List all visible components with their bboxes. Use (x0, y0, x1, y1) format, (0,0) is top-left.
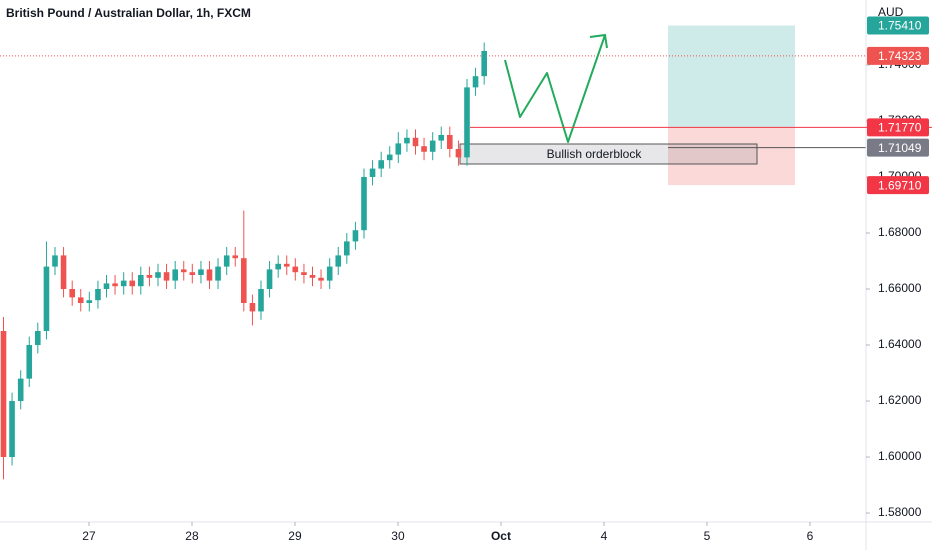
x-tick-label: Oct (491, 529, 511, 543)
candle-body (172, 269, 178, 281)
price-badge-label: 1.75410 (878, 19, 922, 33)
candle-body (481, 50, 487, 77)
candle-body (69, 289, 76, 298)
candle-body (146, 275, 153, 278)
candle-body (266, 269, 273, 290)
chart-title: British Pound / Australian Dollar, 1h, F… (6, 6, 251, 20)
candle-body (223, 255, 230, 267)
price-badge-label: 1.71770 (878, 121, 922, 135)
candle-body (0, 331, 7, 458)
candle-body (52, 255, 58, 267)
candle-body (9, 401, 15, 458)
projection-arrowhead (589, 33, 608, 49)
candle-body (335, 255, 342, 267)
y-tick-label: 1.66000 (878, 281, 922, 295)
price-badge (867, 176, 929, 195)
x-tick-label: 30 (391, 529, 405, 543)
candle-body (464, 87, 470, 158)
candle-body (292, 266, 299, 273)
candle-body (232, 255, 239, 259)
candle-body (137, 275, 144, 287)
candle-body (309, 275, 316, 278)
candle-body (34, 331, 41, 346)
x-tick-label: 28 (185, 529, 199, 543)
candle-body (395, 143, 402, 155)
candle-body (26, 345, 33, 379)
candle-body (240, 258, 247, 304)
loss-zone (668, 127, 795, 186)
candle-body (361, 176, 367, 231)
candle-body (60, 255, 67, 290)
candle-body (163, 272, 170, 281)
x-tick-label: 27 (82, 529, 96, 543)
candle-body (180, 269, 187, 273)
candle-body (95, 289, 101, 301)
candle-body (86, 300, 93, 304)
x-tick-label: 29 (288, 529, 302, 543)
candle-body (155, 272, 161, 278)
candle-body (326, 266, 333, 281)
candle-body (352, 230, 359, 242)
y-tick-label: 1.60000 (878, 449, 922, 463)
candle-body (446, 134, 453, 149)
currency-label: AUD (878, 5, 904, 19)
price-badge (867, 46, 929, 65)
y-tick-label: 1.58000 (878, 505, 922, 519)
price-badge-label: 1.71049 (878, 141, 922, 155)
candle-body (198, 269, 204, 276)
x-tick-label: 4 (601, 529, 608, 543)
candle-body (258, 289, 264, 312)
candle-body (301, 272, 307, 276)
candle-body (369, 168, 376, 177)
candle-body (429, 140, 436, 152)
candle-body (455, 148, 462, 158)
y-tick-label: 1.64000 (878, 337, 922, 351)
candle-body (404, 137, 410, 144)
candle-body (275, 263, 281, 270)
price-badge (867, 118, 929, 137)
candle-body (386, 154, 393, 161)
candle-body (283, 263, 290, 267)
candle-body (438, 134, 445, 141)
candle-body (206, 269, 213, 281)
price-badge (867, 16, 929, 35)
plot-area: Bullish orderblock (0, 25, 866, 480)
y-tick-label: 1.68000 (878, 225, 922, 239)
candle-body (318, 277, 324, 281)
candle-body (421, 146, 427, 152)
candle-body (343, 241, 350, 256)
candle-body (472, 76, 479, 88)
x-tick-label: 6 (807, 529, 814, 543)
candle-body (103, 283, 110, 290)
x-tick-label: 5 (704, 529, 711, 543)
profit-zone (668, 25, 795, 128)
price-badge-label: 1.74323 (878, 49, 922, 63)
price-badge-label: 1.69710 (878, 178, 922, 192)
candle-body (120, 280, 127, 287)
price-badge (867, 138, 929, 157)
candle-body (112, 283, 118, 287)
candle-body (189, 272, 196, 276)
candle-body (378, 160, 384, 169)
candle-body (412, 137, 419, 147)
projection-path (504, 34, 606, 143)
candle-body (43, 266, 50, 332)
y-tick-label: 1.62000 (878, 393, 922, 407)
candle-body (215, 266, 221, 281)
candle-body (17, 378, 24, 402)
candle-body (77, 297, 84, 304)
candle-body (129, 280, 136, 287)
candle-body (249, 303, 256, 312)
orderblock-label: Bullish orderblock (547, 147, 643, 161)
